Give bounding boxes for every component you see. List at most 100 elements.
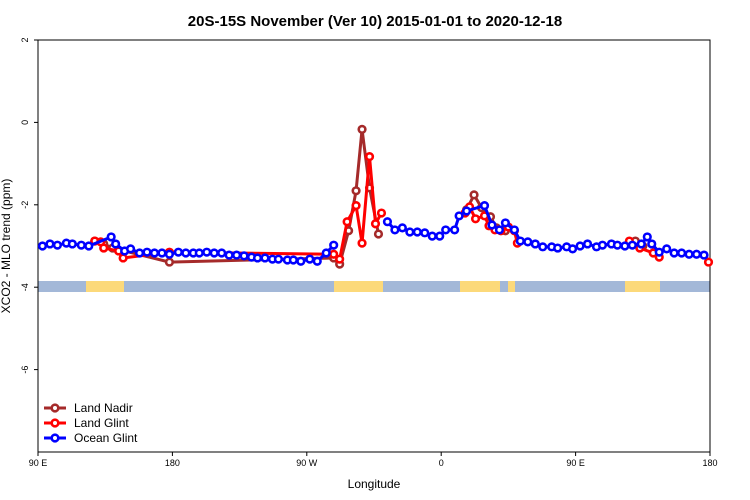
point (99, 243, 109, 253)
point (597, 240, 608, 250)
point (684, 249, 694, 259)
point (335, 254, 345, 264)
point (469, 190, 479, 200)
point (691, 249, 702, 259)
x-axis-label: Longitude (348, 477, 401, 491)
y-tick-label: -2 (20, 201, 30, 209)
point (288, 255, 298, 265)
chart-title: 20S-15S November (Ver 10) 2015-01-01 to … (188, 13, 562, 30)
x-tick-label: 180 (702, 458, 717, 468)
point (312, 256, 322, 266)
point (111, 239, 121, 249)
point (45, 239, 55, 249)
legend-label: Land Glint (74, 416, 129, 430)
point (461, 206, 472, 216)
point (582, 239, 593, 249)
point (67, 239, 77, 249)
y-tick-label: -4 (20, 283, 30, 291)
point (357, 238, 367, 248)
point (149, 248, 160, 258)
point (703, 257, 714, 267)
point (568, 244, 578, 254)
point (454, 211, 464, 221)
point (134, 248, 145, 258)
point (181, 248, 191, 258)
point (342, 217, 352, 227)
point (164, 249, 175, 259)
point (370, 219, 381, 229)
point (669, 248, 679, 258)
point (217, 248, 227, 258)
land-band (334, 281, 383, 292)
x-tick-label: 0 (439, 458, 444, 468)
point (620, 241, 630, 251)
legend-label: Ocean Glint (74, 431, 138, 445)
point (329, 240, 339, 250)
y-tick-label: -6 (20, 366, 30, 374)
y-axis-label: XCO2 - MLO trend (ppm) (0, 179, 13, 314)
point (202, 247, 212, 257)
point (260, 253, 270, 263)
point (523, 237, 533, 247)
y-tick-label: 2 (20, 37, 30, 42)
point (273, 254, 284, 264)
point (470, 214, 481, 224)
point (575, 241, 585, 251)
point (209, 248, 219, 258)
point (357, 124, 367, 135)
point (494, 225, 505, 235)
point (106, 232, 116, 242)
point (52, 240, 63, 250)
land-band (86, 281, 124, 292)
land-band (625, 281, 660, 292)
point (142, 247, 152, 257)
point (364, 151, 375, 162)
point (164, 257, 175, 267)
x-tick-label: 90 E (29, 458, 48, 468)
point (173, 247, 183, 257)
point (232, 250, 242, 260)
point (252, 253, 263, 263)
point (627, 240, 637, 250)
legend-marker (50, 418, 60, 428)
point (612, 240, 623, 250)
point (239, 251, 249, 261)
point (553, 243, 563, 253)
point (157, 248, 167, 258)
point (305, 254, 315, 264)
point (636, 239, 646, 249)
point (538, 242, 548, 252)
point (647, 239, 657, 249)
point (420, 228, 430, 238)
point (224, 250, 234, 260)
point (125, 244, 136, 254)
point (351, 186, 361, 196)
point (530, 239, 540, 249)
point (382, 217, 393, 227)
point (321, 248, 331, 258)
point (479, 201, 490, 211)
point (662, 244, 672, 254)
point (373, 229, 384, 239)
point (84, 241, 94, 251)
point (500, 218, 511, 228)
point (351, 201, 361, 211)
point (405, 227, 415, 237)
legend-marker (50, 403, 60, 413)
point (509, 225, 519, 235)
point (642, 232, 652, 242)
land-mask (38, 281, 710, 292)
point (677, 248, 687, 258)
point (118, 253, 128, 263)
series-line (94, 129, 644, 268)
point (427, 231, 437, 241)
point (435, 231, 445, 241)
y-tick-label: 0 (20, 120, 30, 125)
point (515, 236, 525, 246)
point (699, 250, 709, 260)
legend-label: Land Nadir (74, 401, 133, 415)
legend-marker (50, 433, 60, 443)
point (76, 240, 86, 250)
point (296, 256, 306, 266)
